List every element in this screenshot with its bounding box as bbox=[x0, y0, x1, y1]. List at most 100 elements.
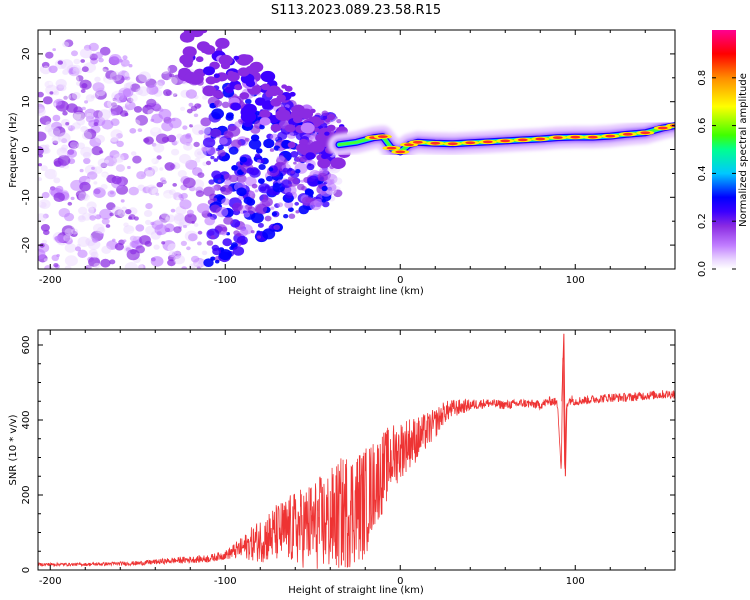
spectral-blob bbox=[89, 215, 96, 221]
ridge-core bbox=[570, 135, 581, 139]
spectral-blob bbox=[250, 230, 255, 234]
spectral-blob bbox=[126, 230, 140, 242]
spectral-blob bbox=[85, 264, 92, 269]
spectral-blob bbox=[68, 140, 78, 148]
spectral-blob bbox=[243, 196, 253, 205]
spectral-blob bbox=[259, 186, 267, 192]
spectral-blob bbox=[174, 147, 184, 156]
spectral-blob bbox=[248, 193, 253, 198]
spectral-blob bbox=[92, 82, 105, 93]
spectral-blob bbox=[217, 149, 226, 157]
spectral-blob bbox=[135, 115, 148, 126]
spectral-blob bbox=[161, 212, 169, 219]
spectral-blob bbox=[321, 185, 328, 192]
spectral-blob bbox=[128, 63, 133, 68]
spectral-blob bbox=[212, 197, 218, 202]
spectral-blob bbox=[287, 141, 296, 149]
spectral-blob bbox=[236, 232, 242, 237]
spectral-blob bbox=[162, 192, 174, 203]
spectral-blob bbox=[44, 80, 54, 89]
spectral-blob bbox=[77, 236, 90, 247]
spectral-blob bbox=[123, 82, 132, 90]
spectral-blob bbox=[79, 181, 91, 192]
spectral-blob bbox=[71, 222, 79, 229]
spectral-blob bbox=[58, 132, 71, 143]
spectral-blob bbox=[198, 130, 204, 135]
spectral-blob bbox=[203, 66, 215, 76]
colorbar-ticks: 0.0 0.2 0.4 0.6 0.8 bbox=[697, 70, 736, 277]
spectral-blob bbox=[120, 59, 130, 67]
spectral-blob bbox=[210, 235, 216, 240]
spectral-blob bbox=[44, 81, 55, 91]
spectral-blob bbox=[197, 241, 202, 246]
spectral-blob bbox=[206, 228, 220, 240]
spectrogram-ylabel: Frequency (Hz) bbox=[8, 112, 19, 188]
spectral-blob bbox=[179, 153, 191, 164]
spectral-blob bbox=[215, 37, 230, 49]
spectral-blob bbox=[215, 259, 220, 264]
spectral-blob bbox=[68, 93, 78, 101]
spectral-blob bbox=[38, 146, 44, 156]
ridge-core bbox=[535, 137, 546, 141]
spectral-blob bbox=[201, 250, 208, 256]
spectral-blob bbox=[295, 210, 300, 214]
spectral-blob bbox=[61, 225, 75, 237]
snr-xlabel: Height of straight line (km) bbox=[288, 585, 424, 596]
spectral-blob bbox=[128, 216, 133, 220]
spectral-blob bbox=[186, 108, 193, 114]
spectral-blob bbox=[239, 156, 248, 163]
spectral-blob bbox=[63, 234, 73, 242]
spectral-blob bbox=[94, 76, 101, 83]
spectral-blob bbox=[212, 90, 223, 98]
spectral-blob bbox=[211, 185, 218, 191]
spectral-blob bbox=[156, 155, 162, 160]
spectral-blob bbox=[185, 134, 191, 139]
colorbar: 0.0 0.2 0.4 0.6 0.8 Normalized spectral ampl… bbox=[697, 30, 749, 277]
spectral-blob bbox=[71, 228, 79, 235]
spectral-blob bbox=[278, 106, 286, 113]
spectral-blob bbox=[236, 174, 247, 183]
snr-panel: -200 -100 0 100 0 200 400 600 Height of straigh… bbox=[8, 329, 676, 596]
spectral-blob bbox=[181, 266, 188, 269]
spectral-blob bbox=[257, 235, 261, 239]
spectral-blob bbox=[195, 156, 204, 164]
spectral-blob bbox=[313, 198, 324, 207]
spectral-blob bbox=[77, 215, 86, 223]
spectral-blob bbox=[306, 175, 320, 187]
spectral-blob bbox=[223, 216, 234, 225]
spectral-blob bbox=[88, 206, 97, 214]
spectral-blob bbox=[173, 214, 187, 225]
spectral-blob bbox=[266, 88, 275, 96]
ridge-core bbox=[552, 136, 563, 140]
colorbar-label: Normalized spectral amplitude bbox=[738, 73, 749, 227]
spectral-blob bbox=[47, 126, 61, 138]
spectral-blob bbox=[254, 203, 268, 215]
spectral-blob bbox=[133, 106, 143, 113]
spectral-blob bbox=[173, 254, 185, 265]
spectral-blob bbox=[101, 218, 110, 225]
spectral-blob bbox=[38, 108, 47, 118]
spectral-blob bbox=[102, 66, 109, 72]
spectral-blob bbox=[263, 138, 275, 149]
spectral-blob bbox=[93, 122, 99, 127]
spectral-blob bbox=[321, 200, 330, 208]
spectral-blob bbox=[139, 235, 151, 245]
spectral-blob bbox=[168, 250, 176, 258]
spectral-blob bbox=[63, 165, 69, 170]
spectral-blob bbox=[55, 78, 67, 89]
spectral-blob bbox=[165, 170, 175, 179]
spectral-blob bbox=[64, 212, 75, 222]
spectral-blob bbox=[174, 212, 185, 222]
spectral-blob bbox=[155, 219, 162, 225]
spectral-blob bbox=[155, 192, 160, 196]
spectral-blob bbox=[189, 124, 194, 128]
ridge-core bbox=[657, 126, 668, 130]
spectral-blob bbox=[162, 240, 176, 251]
spectral-blob bbox=[73, 43, 78, 48]
spectral-blob bbox=[41, 61, 50, 69]
spectral-blob bbox=[255, 148, 263, 154]
spectral-blob bbox=[193, 141, 200, 148]
spectral-blob bbox=[108, 54, 122, 65]
spectral-blob bbox=[190, 118, 201, 127]
snr-xtick-label: -100 bbox=[214, 576, 237, 587]
